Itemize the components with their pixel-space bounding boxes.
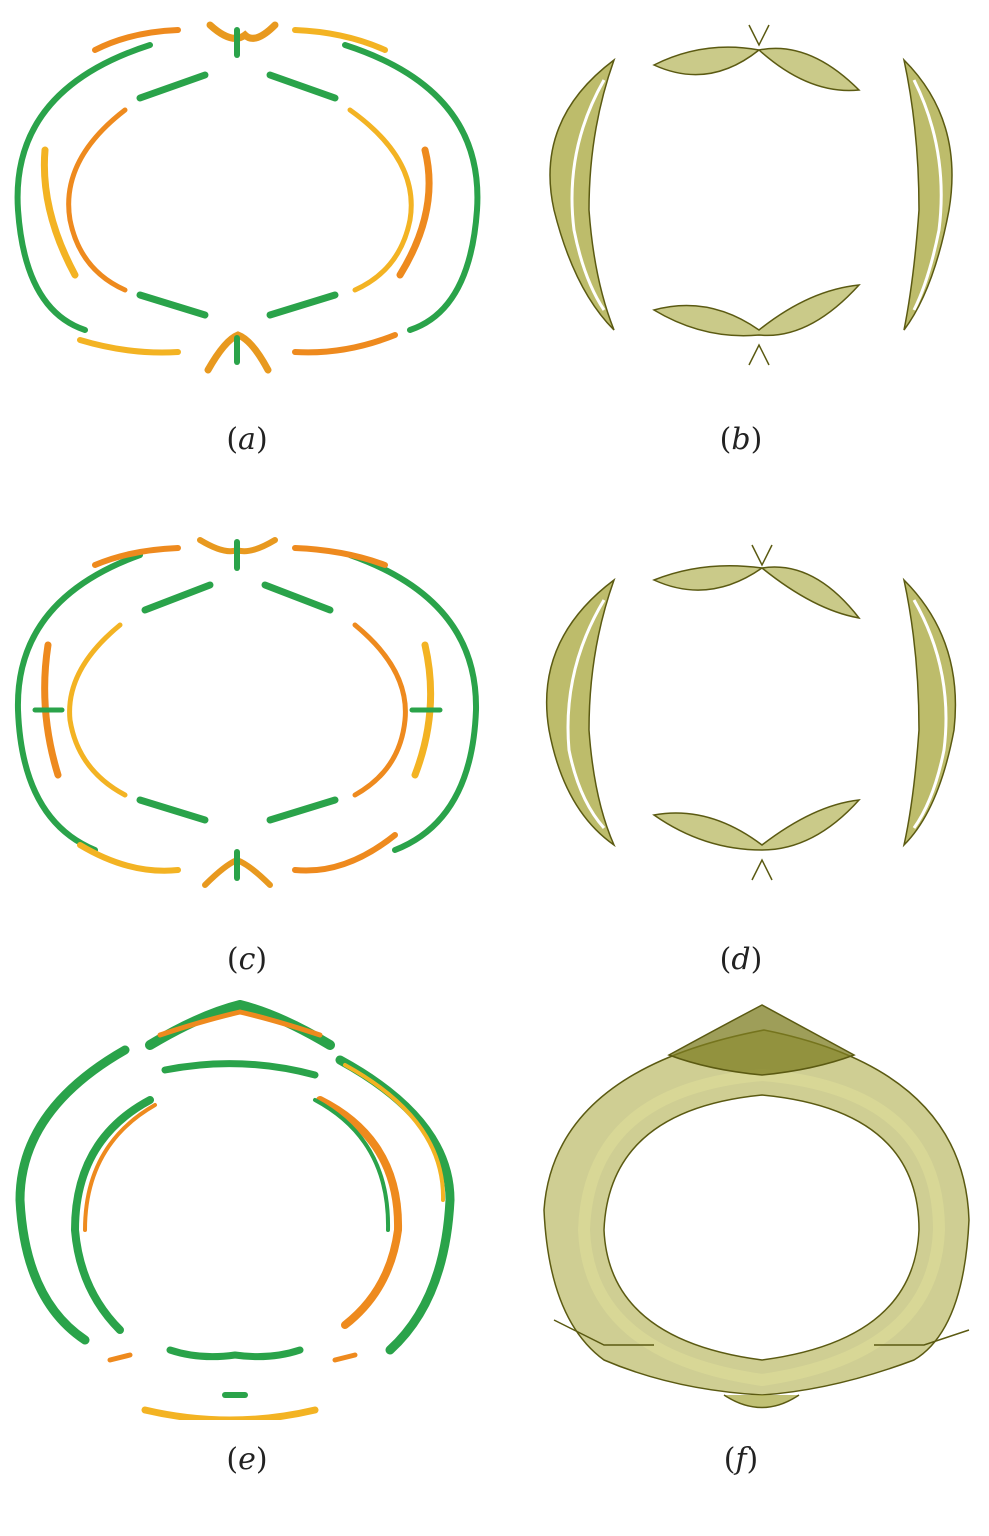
- bottom-tip: [751, 858, 773, 881]
- bottom-cluster: [204, 331, 272, 374]
- outer-arc-left: [14, 42, 153, 333]
- left-lens-gap: [566, 599, 606, 829]
- bottom-green: [166, 1346, 304, 1361]
- inner-arc-right: [316, 1096, 403, 1329]
- caption-b-label: b: [731, 422, 751, 457]
- top-arc-right: [292, 27, 388, 53]
- inner-arc-left: [67, 622, 128, 798]
- panel-d-figure: [545, 544, 957, 881]
- outer-arc-left: [14, 552, 143, 853]
- right-lens-gap: [912, 599, 948, 829]
- right-lens: [902, 57, 953, 331]
- right-lens-gap: [912, 79, 943, 311]
- panel-c-figure: [14, 537, 480, 888]
- caption-d-label: d: [731, 942, 751, 977]
- bottom-tip: [748, 343, 770, 366]
- top-crown-base: [161, 1060, 319, 1079]
- outer-arc-left: [15, 1045, 130, 1345]
- top-crown-orange: [157, 1009, 323, 1038]
- caption-b: (b): [719, 422, 763, 457]
- mid-arc-left: [40, 146, 79, 279]
- bottom-arc-right: [292, 832, 398, 874]
- panel-b-figure: [549, 24, 953, 366]
- bottom-arc-left: [77, 842, 181, 874]
- caption-f: (f): [723, 1442, 759, 1477]
- inner-green-top-left: [141, 581, 214, 614]
- right-lens: [902, 577, 957, 848]
- inner-arc-left: [66, 107, 128, 293]
- panel-f-figure: [543, 1004, 970, 1409]
- caption-a: (a): [226, 422, 268, 457]
- bottom-cap: [723, 1394, 800, 1409]
- bottom-arc-right: [292, 332, 398, 356]
- top-tip: [748, 24, 770, 47]
- left-wing: [553, 1319, 654, 1346]
- top-sheet: [652, 564, 861, 620]
- inner-ring: [577, 1068, 946, 1387]
- top-tip: [751, 544, 773, 567]
- inner-arc-left-orange: [83, 1103, 157, 1232]
- inner-green-bottom-left: [136, 291, 209, 319]
- caption-c: (c): [226, 942, 268, 977]
- top-arc-left: [92, 545, 181, 568]
- bottom-hook-left: [107, 1352, 133, 1363]
- top-crest: [667, 1004, 856, 1076]
- outer-arc-right: [347, 552, 480, 853]
- inner-green-bottom-right: [266, 796, 339, 824]
- mid-arc-right: [396, 146, 433, 279]
- left-lens-gap: [570, 79, 606, 311]
- bottom-orange: [141, 1406, 319, 1420]
- inner-arc-right-green: [313, 1098, 391, 1232]
- bottom-sheet: [652, 799, 861, 851]
- left-lens: [545, 577, 616, 848]
- panel-a-figure: [14, 21, 481, 374]
- inner-green-bottom-left: [136, 796, 209, 824]
- inner-arc-left: [70, 1096, 154, 1334]
- outer-arc-right: [342, 42, 481, 333]
- outer-arc-right-orange: [343, 1063, 446, 1202]
- caption-e: (e): [226, 1442, 268, 1477]
- bottom-sheet: [652, 284, 861, 337]
- inner-green-bottom-right: [266, 291, 339, 319]
- caption-a-label: a: [238, 422, 256, 457]
- top-arc-right: [292, 545, 388, 568]
- bottom-arc-left: [77, 337, 181, 356]
- inner-green-top-right: [261, 581, 334, 614]
- inner-arc-right: [347, 107, 414, 293]
- panel-e-figure: [15, 1000, 455, 1420]
- left-lens: [549, 57, 616, 331]
- caption-e-label: e: [238, 1442, 256, 1477]
- inner-green-top-right: [266, 71, 339, 102]
- inner-hole: [603, 1094, 920, 1361]
- caption-f-label: f: [735, 1442, 747, 1477]
- top-arc-left: [92, 27, 181, 53]
- bottom-hook-right: [332, 1352, 358, 1363]
- top-sheet: [652, 46, 861, 92]
- right-wing: [874, 1329, 970, 1346]
- inner-green-top-left: [136, 71, 209, 102]
- top-cluster: [206, 21, 279, 42]
- inner-arc-right: [352, 622, 408, 798]
- caption-c-label: c: [238, 942, 256, 977]
- caption-d: (d): [719, 942, 763, 977]
